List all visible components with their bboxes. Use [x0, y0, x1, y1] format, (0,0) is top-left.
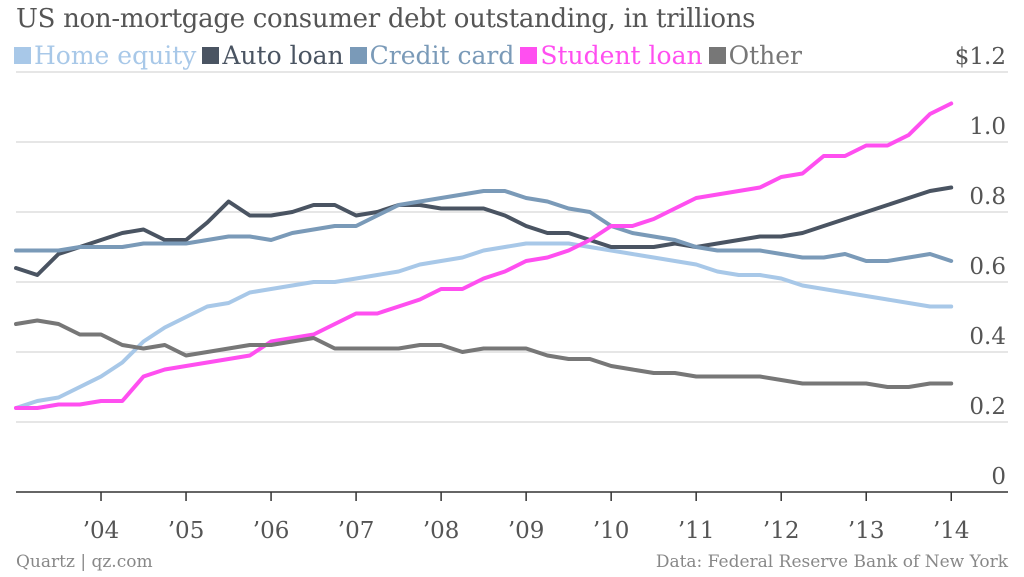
legend-swatch — [708, 47, 726, 64]
x-tick-label: ’05 — [168, 518, 205, 544]
x-tick-label: ’13 — [848, 518, 885, 544]
legend-label: Credit card — [369, 41, 515, 70]
legend-swatch — [520, 47, 538, 64]
legend: Home equity Auto loan Credit card Student l… — [14, 41, 808, 70]
legend-label: Home equity — [34, 41, 197, 70]
legend-item-home-equity[interactable]: Home equity — [14, 41, 196, 70]
series-line-student-loan — [14, 101, 954, 410]
legend-label: Other — [728, 41, 802, 70]
legend-item-auto-loan[interactable]: Auto loan — [202, 41, 344, 70]
y-tick-label: 0.2 — [969, 394, 1006, 420]
legend-swatch — [202, 47, 220, 64]
x-tick-label: ’08 — [423, 518, 460, 544]
y-tick-label: $1.2 — [955, 44, 1006, 70]
legend-swatch — [349, 47, 367, 64]
x-tick-label: ’10 — [593, 518, 630, 544]
series-line-other — [14, 318, 954, 389]
chart-title: US non-mortgage consumer debt outstandin… — [16, 4, 756, 34]
y-tick-label: 0 — [991, 464, 1006, 490]
x-tick-label: ’04 — [83, 518, 120, 544]
legend-item-student-loan[interactable]: Student loan — [520, 41, 703, 70]
x-axis-ticks: ’04 ’05 ’06 ’07 ’08 ’09 ’10 ’11 ’12 ’13 ’14 — [83, 492, 970, 544]
x-tick-label: ’12 — [763, 518, 800, 544]
legend-label: Auto loan — [222, 41, 344, 70]
series-line-auto-loan — [14, 185, 954, 277]
legend-label: Student loan — [540, 41, 703, 70]
data-source: Data: Federal Reserve Bank of New York — [655, 552, 1008, 572]
series-line-home-equity — [14, 241, 954, 410]
y-tick-label: 0.4 — [969, 324, 1006, 350]
series-line-credit-card — [14, 189, 954, 263]
y-axis-ticks: $1.2 1.0 0.8 0.6 0.4 0.2 0 — [955, 44, 1006, 490]
x-tick-label: ’11 — [678, 518, 715, 544]
x-tick-label: ’09 — [508, 518, 545, 544]
source-credit[interactable]: Quartz | qz.com — [16, 552, 153, 572]
x-tick-label: ’07 — [338, 518, 375, 544]
x-tick-label: ’14 — [933, 518, 970, 544]
legend-swatch — [14, 47, 31, 64]
y-tick-label: 0.6 — [969, 254, 1006, 280]
x-tick-label: ’06 — [253, 518, 290, 544]
y-tick-label: 0.8 — [969, 184, 1006, 210]
legend-item-other[interactable]: Other — [708, 41, 802, 70]
y-tick-label: 1.0 — [969, 114, 1006, 140]
series-lines — [14, 101, 954, 410]
legend-item-credit-card[interactable]: Credit card — [349, 41, 515, 70]
